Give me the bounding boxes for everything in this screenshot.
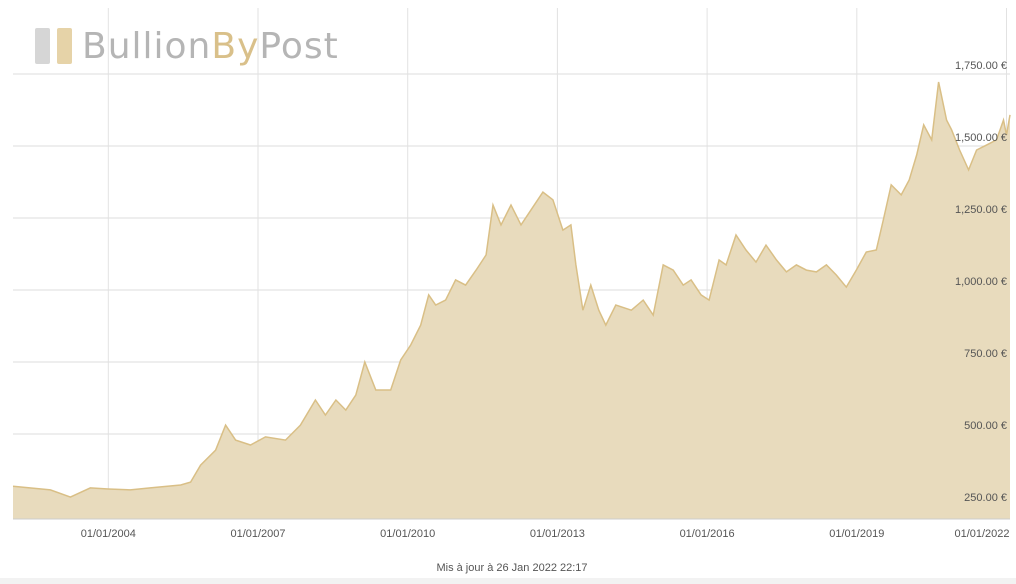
logo-bar-gold bbox=[57, 28, 72, 64]
logo-bar-grey bbox=[35, 28, 50, 64]
y-tick-label: 500.00 € bbox=[964, 420, 1007, 432]
y-tick-label: 1,500.00 € bbox=[955, 132, 1007, 144]
x-tick-label: 01/01/2010 bbox=[380, 528, 435, 540]
logo-part: By bbox=[211, 26, 259, 67]
footer: Mis à jour à 26 Jan 2022 22:17 bbox=[436, 562, 587, 574]
x-tick-label: 01/01/2022 bbox=[954, 528, 1009, 540]
area bbox=[13, 82, 1010, 519]
x-tick-label: 01/01/2007 bbox=[230, 528, 285, 540]
logo-part: Bullion bbox=[82, 26, 211, 67]
y-tick-label: 1,250.00 € bbox=[955, 204, 1007, 216]
logo: BullionByPost bbox=[82, 26, 339, 67]
x-tick-label: 01/01/2013 bbox=[530, 528, 585, 540]
y-tick-label: 1,000.00 € bbox=[955, 276, 1007, 288]
x-tick-label: 01/01/2004 bbox=[81, 528, 136, 540]
y-tick-label: 1,750.00 € bbox=[955, 60, 1007, 72]
logo-part: Post bbox=[259, 26, 338, 67]
footer-bar bbox=[0, 578, 1016, 584]
x-tick-label: 01/01/2019 bbox=[829, 528, 884, 540]
line bbox=[12, 81, 1011, 498]
x-tick-label: 01/01/2016 bbox=[680, 528, 735, 540]
y-tick-label: 750.00 € bbox=[964, 348, 1007, 360]
y-tick-label: 250.00 € bbox=[964, 492, 1007, 504]
